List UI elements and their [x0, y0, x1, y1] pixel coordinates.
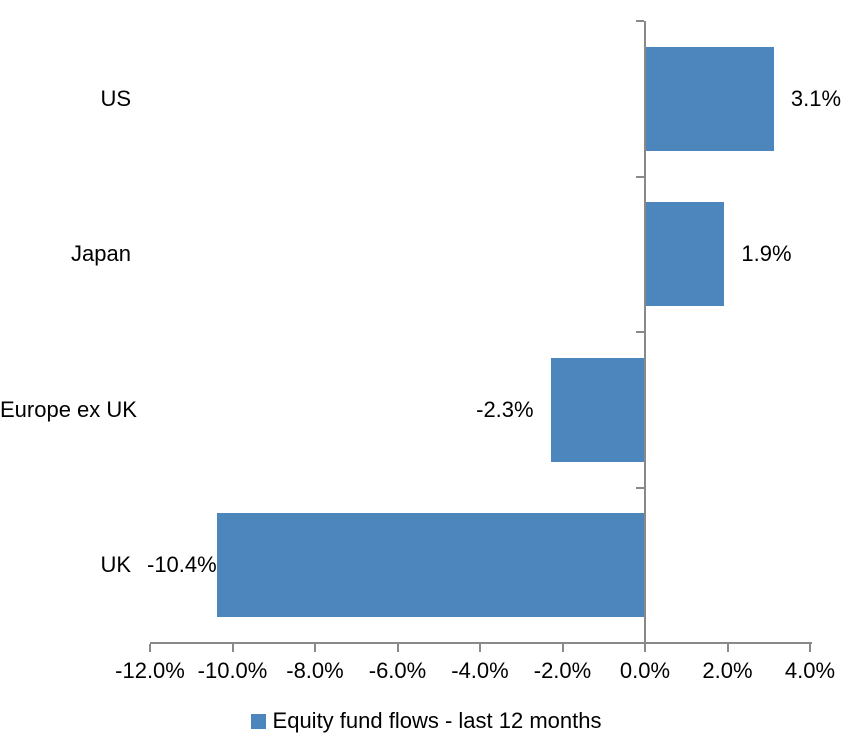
category-label: Japan: [71, 241, 131, 267]
bar: [551, 357, 646, 462]
x-tick: [644, 644, 646, 652]
x-tick-label: 4.0%: [784, 658, 836, 683]
legend: Equity fund flows - last 12 months: [0, 708, 852, 734]
category-tick: [636, 642, 644, 644]
x-tick: [479, 644, 481, 652]
value-label: 1.9%: [741, 241, 792, 267]
x-tick-label: 0.0%: [619, 658, 671, 683]
x-tick: [396, 644, 399, 652]
category-label: US: [100, 85, 131, 111]
value-label: -10.4%: [147, 552, 217, 578]
category-label: UK: [100, 552, 131, 578]
legend-marker-icon: [250, 713, 266, 729]
x-tick-label: 2.0%: [702, 658, 753, 683]
x-axis-line: [150, 642, 812, 644]
category-tick: [636, 486, 644, 489]
x-tick: [149, 644, 151, 652]
bar: [217, 513, 646, 618]
x-tick: [231, 644, 234, 652]
x-tick-label: -4.0%: [451, 658, 509, 683]
bar: [646, 202, 725, 307]
x-tick: [809, 644, 811, 652]
category-label: Europe ex UK: [0, 396, 137, 422]
x-tick-label: -2.0%: [533, 658, 592, 683]
category-tick: [636, 20, 644, 22]
category-tick: [636, 175, 644, 178]
x-tick-label: -8.0%: [286, 658, 344, 683]
value-label: 3.1%: [790, 85, 842, 111]
x-tick-label: -12.0%: [115, 658, 185, 683]
x-tick-label: -10.0%: [197, 658, 268, 683]
x-tick-label: -6.0%: [368, 658, 427, 683]
zero-axis-line: [644, 21, 646, 643]
bar: [646, 46, 774, 151]
value-label: -2.3%: [476, 396, 534, 422]
x-tick: [314, 644, 316, 652]
category-tick: [636, 331, 644, 333]
x-tick: [561, 644, 564, 652]
legend-label: Equity fund flows - last 12 months: [272, 708, 602, 733]
x-tick: [726, 644, 729, 652]
